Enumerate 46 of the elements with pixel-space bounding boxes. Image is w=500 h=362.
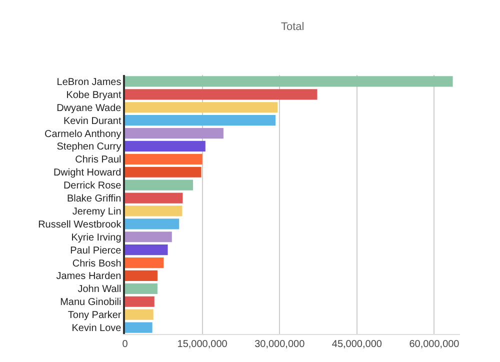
x-tick-label: 30,000,000 (254, 339, 306, 350)
y-tick-label: Kobe Bryant (66, 90, 122, 101)
bar (125, 180, 194, 190)
y-tick-label: Russell Westbrook (38, 219, 122, 230)
bar (125, 218, 180, 230)
bar (125, 128, 224, 139)
y-tick-label: James Harden (56, 271, 122, 282)
x-tick-label: 15,000,000 (177, 339, 228, 350)
y-tick-label: Tony Parker (68, 310, 122, 322)
bar (125, 140, 206, 152)
bar (125, 192, 183, 204)
bar (125, 206, 182, 216)
bar (125, 166, 202, 178)
y-tick-label: Manu Ginobili (60, 297, 122, 308)
bar (125, 115, 276, 126)
y-tick-label: Kevin Durant (63, 116, 122, 127)
bar (125, 89, 318, 100)
bar (125, 257, 164, 268)
bar (125, 322, 152, 333)
bar (125, 283, 158, 294)
y-tick-label: Chris Paul (75, 154, 122, 166)
bar (125, 270, 158, 282)
y-tick-label: Paul Pierce (70, 245, 122, 256)
text: Total (281, 21, 304, 33)
y-tick-label: Dwyane Wade (56, 102, 122, 114)
x-tick-label: 45,000,000 (332, 339, 382, 350)
x-tick-label: 60,000,000 (409, 339, 460, 350)
bar (125, 102, 278, 113)
y-tick-label: John Wall (78, 284, 122, 296)
bar (125, 309, 154, 320)
y-tick-label: Derrick Rose (63, 180, 122, 192)
bar (125, 76, 453, 87)
bar (125, 154, 202, 164)
x-tick-label: 0 (122, 339, 128, 350)
y-tick-label: Kyrie Irving (71, 232, 122, 244)
y-tick-label: Dwight Howard (53, 168, 122, 179)
y-tick-label: Chris Bosh (72, 258, 122, 270)
y-tick-label: Stephen Curry (56, 142, 122, 153)
bar (125, 244, 168, 256)
y-tick-label: Blake Griffin (66, 194, 122, 205)
y-tick-label: Kevin Love (72, 323, 122, 334)
bar (125, 232, 172, 242)
y-tick-label: Carmelo Anthony (44, 128, 122, 140)
bar (125, 296, 154, 307)
y-tick-label: LeBron James (56, 76, 122, 88)
y-tick-label: Jeremy Lin (72, 206, 122, 218)
